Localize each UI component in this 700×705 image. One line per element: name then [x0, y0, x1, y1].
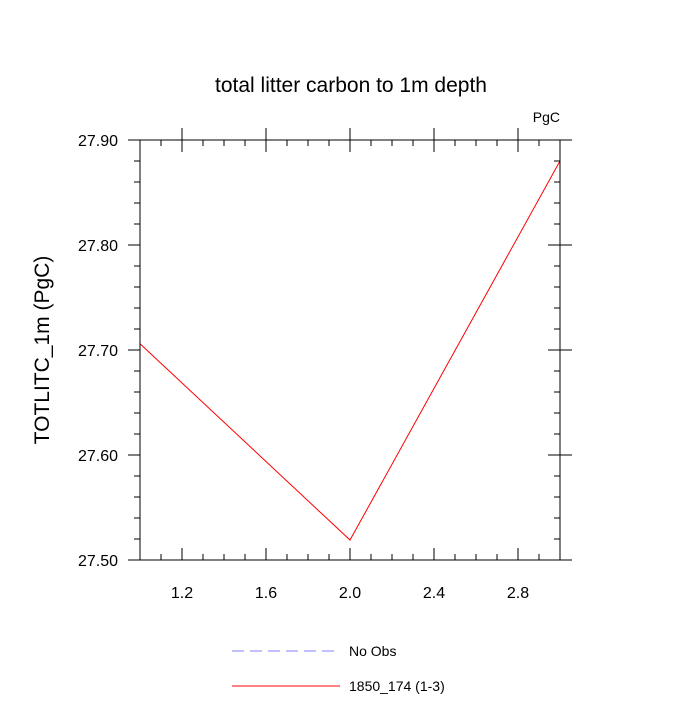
legend: No Obs 1850_174 (1-3) [232, 643, 445, 694]
x-tick-labels: 1.2 1.6 2.0 2.4 2.8 [171, 585, 529, 602]
y-tick-label: 27.90 [78, 133, 118, 150]
y-tick-label: 27.70 [78, 343, 118, 360]
plot-frame [139, 139, 561, 561]
chart-title: total litter carbon to 1m depth [215, 74, 487, 97]
series-layer [139, 160, 561, 541]
series-line-1 [139, 160, 561, 541]
legend-label-no-obs: No Obs [349, 643, 396, 659]
x-tick-label: 2.8 [507, 585, 529, 602]
y-tick-label: 27.50 [78, 553, 118, 570]
x-tick-label: 1.2 [171, 585, 193, 602]
y-tick-labels: 27.50 27.60 27.70 27.80 27.90 [78, 133, 118, 570]
x-tick-label: 1.6 [255, 585, 277, 602]
y-axis-label: TOTLITC_1m (PgC) [31, 256, 54, 445]
x-tick-label: 2.0 [339, 585, 361, 602]
minor-ticks [134, 140, 560, 560]
units-label: PgC [533, 109, 560, 125]
legend-label-1850-174: 1850_174 (1-3) [349, 678, 445, 694]
y-tick-label: 27.60 [78, 448, 118, 465]
major-ticks [128, 128, 572, 561]
x-tick-label: 2.4 [423, 585, 445, 602]
y-tick-label: 27.80 [78, 238, 118, 255]
